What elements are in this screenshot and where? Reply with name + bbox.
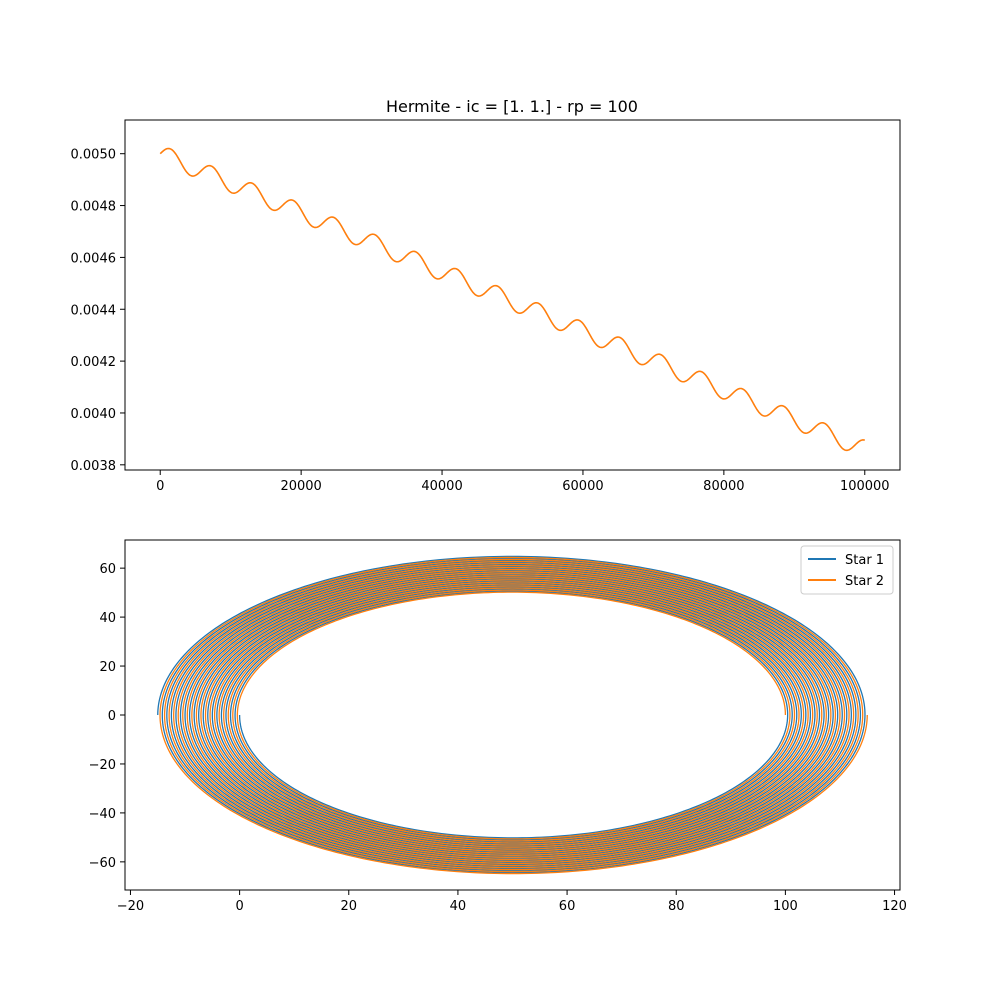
star-2-orbit-line [159, 556, 868, 875]
star-1-orbit-line [157, 555, 866, 874]
energy-plot-x-ticks: 0 20000 40000 60000 80000 100000 [156, 470, 890, 494]
y-tick-label: 0.0044 [71, 303, 117, 318]
x-tick-label: 100 [773, 899, 798, 914]
energy-plot-series-area [159, 147, 865, 452]
x-tick-label: 40 [450, 899, 467, 914]
legend-star-2-label: Star 2 [845, 574, 884, 589]
x-tick-label: 0 [235, 899, 243, 914]
x-tick-label: 120 [882, 899, 907, 914]
x-tick-label: 20 [340, 899, 357, 914]
legend-star-1-label: Star 1 [845, 553, 884, 568]
x-tick-label: 100000 [840, 479, 890, 494]
orbit-plot-frame [124, 539, 901, 891]
y-tick-label: 0.0046 [71, 251, 117, 266]
y-tick-label: 0.0040 [71, 407, 117, 422]
y-tick-label: 0.0042 [71, 355, 117, 370]
energy-plot-title: Hermite - ic = [1. 1.] - rp = 100 [386, 97, 638, 116]
y-tick-label: 40 [99, 611, 116, 626]
y-tick-label: 0.0048 [71, 200, 117, 215]
x-tick-label: 60 [559, 899, 576, 914]
energy-series-line [159, 147, 865, 452]
y-tick-label: 0.0038 [71, 459, 117, 474]
x-tick-label: −20 [117, 899, 144, 914]
y-tick-label: 20 [99, 660, 116, 675]
energy-plot-frame [124, 119, 901, 471]
y-tick-label: 0 [108, 709, 116, 724]
y-tick-label: 60 [99, 562, 116, 577]
x-tick-label: 0 [156, 479, 164, 494]
orbit-plot-x-ticks: −20 0 20 40 60 80 100 120 [117, 890, 907, 914]
y-tick-label: −40 [89, 807, 116, 822]
x-tick-label: 60000 [562, 479, 603, 494]
x-tick-label: 80000 [703, 479, 744, 494]
x-tick-label: 20000 [280, 479, 321, 494]
orbit-plot-y-ticks: −60 −40 −20 0 20 40 60 [89, 562, 125, 871]
orbit-plot-series-area [157, 555, 868, 875]
energy-plot-y-ticks: 0.0038 0.0040 0.0042 0.0044 0.0046 0.0048 0.00… [71, 148, 125, 474]
orbit-plot: −20 0 20 40 60 80 100 120 −60 −40 −20 0 20 40 60 Star… [89, 539, 907, 914]
y-tick-label: −20 [89, 758, 116, 773]
orbit-legend: Star 1 Star 2 [800, 545, 894, 595]
energy-plot: Hermite - ic = [1. 1.] - rp = 100 0 20000… [71, 97, 901, 494]
x-tick-label: 80 [668, 899, 685, 914]
x-tick-label: 40000 [421, 479, 462, 494]
y-tick-label: −60 [89, 856, 116, 871]
y-tick-label: 0.0050 [71, 148, 117, 163]
